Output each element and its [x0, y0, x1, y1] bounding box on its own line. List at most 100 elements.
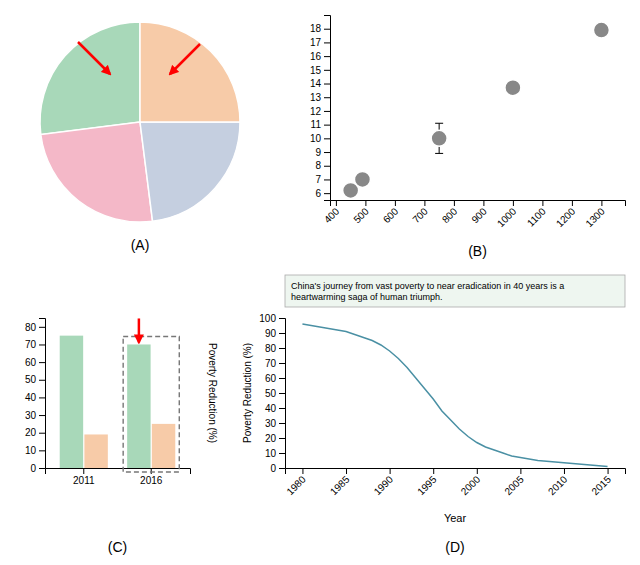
x-axis: 400 500 600 700 800 900 1000 1100 12001300 — [322, 200, 626, 229]
figure: (A)4005006007008009001000110012001300678… — [0, 0, 640, 565]
tick-mark — [39, 415, 45, 416]
tick: 15 — [310, 65, 330, 76]
panel-label: (C) — [108, 539, 127, 555]
scatter-point — [593, 22, 609, 38]
tick-mark — [324, 42, 330, 43]
tick: 1300 — [583, 200, 607, 229]
tick: 600 — [381, 200, 401, 225]
tick: 40 — [25, 392, 45, 403]
pie-slice — [140, 22, 240, 122]
tick-label: 1985 — [328, 473, 352, 497]
tick: 800 — [440, 200, 460, 225]
tick: 30 — [25, 410, 45, 421]
tick-label: 1990 — [372, 473, 396, 497]
tick-label: 1200 — [554, 205, 578, 229]
bar — [152, 424, 175, 468]
tick: 1000 — [495, 200, 519, 229]
scatter-point — [354, 171, 370, 187]
tick-mark — [279, 348, 285, 349]
tick-label: 30 — [25, 410, 37, 421]
tick-label: 700 — [410, 205, 430, 225]
annotation: China's journey from vast poverty to nea… — [285, 275, 625, 307]
scatter-point — [505, 80, 521, 96]
pie-panel: (A) — [40, 22, 240, 253]
annotations — [78, 42, 200, 74]
tick: 1200 — [554, 200, 578, 229]
tick: 10 — [265, 448, 285, 459]
axis-line — [331, 201, 626, 207]
tick: 20 — [25, 427, 45, 438]
tick-mark — [279, 333, 285, 334]
tick: 50 — [265, 388, 285, 399]
tick: 8 — [315, 160, 330, 171]
tick-label: 10 — [265, 448, 277, 459]
tick-label: 16 — [310, 51, 322, 62]
tick: 1980 — [284, 468, 308, 497]
tick-label: 50 — [265, 388, 277, 399]
tick: 2016 — [140, 468, 163, 486]
tick-mark — [324, 84, 330, 85]
tick-mark — [324, 29, 330, 30]
marks — [60, 336, 176, 468]
tick-label: 2010 — [546, 473, 570, 497]
tick-label: 80 — [25, 322, 37, 333]
tick-label: 17 — [310, 37, 322, 48]
axis-line — [324, 16, 331, 201]
arrow — [170, 44, 200, 74]
tick-label: 2000 — [459, 473, 483, 497]
tick-label: 18 — [310, 23, 322, 34]
tick-label: 900 — [469, 205, 489, 225]
tick-label: 80 — [265, 343, 277, 354]
tick-label: 30 — [265, 418, 277, 429]
tick: 7 — [315, 174, 330, 185]
tick-mark — [346, 468, 347, 474]
tick-label: 60 — [25, 357, 37, 368]
tick-label: 50 — [25, 374, 37, 385]
tick: 70 — [25, 339, 45, 350]
tick: 50 — [25, 374, 45, 385]
annotation-box — [285, 275, 625, 307]
tick-mark — [39, 344, 45, 345]
tick-mark — [324, 97, 330, 98]
axis-line — [39, 319, 46, 469]
tick-mark — [520, 468, 521, 474]
tick: 80 — [25, 322, 45, 333]
tick: 0 — [270, 463, 285, 474]
x-axis-title: Year — [444, 512, 467, 524]
tick: 11 — [311, 119, 330, 130]
tick-label: 7 — [315, 174, 321, 185]
tick-mark — [279, 438, 285, 439]
x-axis: 2011 2016 — [46, 468, 191, 486]
tick-mark — [39, 433, 45, 434]
pie — [40, 22, 240, 222]
tick-mark — [39, 327, 45, 328]
panel-label: (A) — [131, 237, 150, 253]
panel-label: (D) — [445, 539, 464, 555]
tick-label: 8 — [315, 160, 321, 171]
tick-label: 11 — [311, 119, 322, 130]
tick-mark — [572, 200, 573, 206]
tick-mark — [601, 200, 602, 206]
tick-label: 0 — [30, 463, 36, 474]
tick-label: 1100 — [525, 205, 548, 228]
annotation-line: China's journey from vast poverty to nea… — [291, 281, 564, 291]
tick: 400 — [322, 200, 342, 225]
tick-mark — [324, 152, 330, 153]
tick-mark — [279, 318, 285, 319]
tick-label: 70 — [25, 339, 37, 350]
tick-mark — [324, 166, 330, 167]
arrow — [138, 318, 141, 342]
tick: 2010 — [546, 468, 570, 497]
tick-label: 10 — [25, 445, 37, 456]
tick: 500 — [351, 200, 371, 225]
tick-mark — [477, 468, 478, 474]
tick: 13 — [310, 92, 330, 103]
tick-mark — [324, 179, 330, 180]
tick-mark — [336, 200, 337, 206]
tick: 6 — [315, 188, 330, 199]
tick: 2011 — [73, 468, 95, 486]
tick-mark — [483, 200, 484, 206]
tick: 100 — [259, 313, 285, 324]
tick-mark — [395, 200, 396, 206]
bar — [60, 336, 83, 468]
